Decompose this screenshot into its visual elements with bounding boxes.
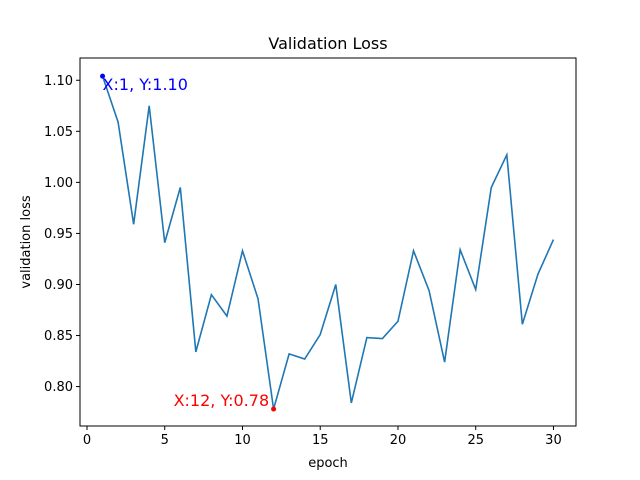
y-tick-label: 0.85 bbox=[44, 329, 73, 344]
annotation-marker bbox=[271, 406, 277, 412]
annotation-label: X:12, Y:0.78 bbox=[174, 391, 270, 410]
x-axis-label: epoch bbox=[308, 456, 348, 471]
y-tick-label: 1.00 bbox=[44, 176, 73, 191]
y-tick-label: 0.90 bbox=[44, 278, 73, 293]
x-tick-label: 25 bbox=[467, 433, 484, 448]
y-tick-label: 0.80 bbox=[44, 380, 73, 395]
y-axis-label: validation loss bbox=[19, 195, 34, 288]
x-tick-label: 20 bbox=[390, 433, 407, 448]
y-tick-label: 0.95 bbox=[44, 227, 73, 242]
chart-title: Validation Loss bbox=[268, 34, 387, 53]
annotation-marker bbox=[100, 73, 106, 79]
x-tick-label: 0 bbox=[83, 433, 91, 448]
x-tick-label: 5 bbox=[161, 433, 169, 448]
x-tick-label: 10 bbox=[234, 433, 251, 448]
x-axis: 0 5 10 15 20 25 30 bbox=[83, 426, 562, 448]
annotation-label: X:1, Y:1.10 bbox=[103, 75, 188, 94]
x-tick-label: 15 bbox=[312, 433, 329, 448]
series-line bbox=[101, 75, 555, 410]
y-tick-label: 1.05 bbox=[44, 125, 73, 140]
x-tick-label: 30 bbox=[545, 433, 562, 448]
annotations: X:1, Y:1.10 X:12, Y:0.78 bbox=[100, 73, 277, 412]
y-axis: 0.80 0.85 0.90 0.95 1.00 1.05 1.10 bbox=[44, 74, 80, 395]
plot-area bbox=[79, 57, 577, 427]
y-tick-label: 1.10 bbox=[44, 74, 73, 89]
